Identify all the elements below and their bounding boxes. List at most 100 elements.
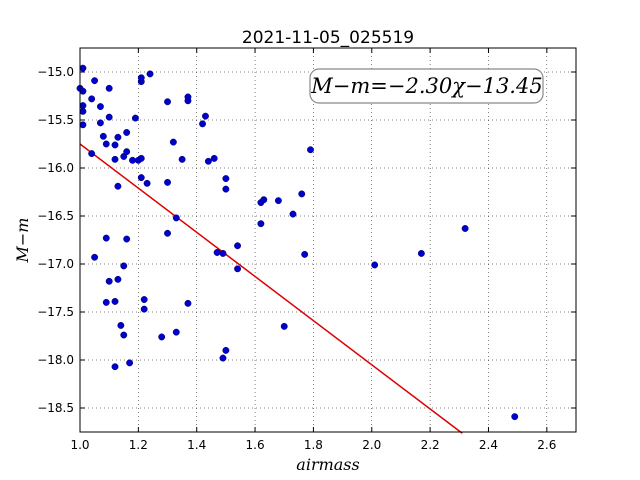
- data-point: [120, 262, 128, 270]
- y-tick-label: −17.5: [37, 305, 74, 319]
- data-point: [158, 333, 166, 341]
- data-point: [137, 154, 145, 162]
- data-point: [511, 413, 519, 421]
- data-point: [117, 321, 125, 329]
- grid: [79, 48, 576, 432]
- data-point: [131, 114, 139, 122]
- data-point: [79, 87, 87, 95]
- data-point: [210, 154, 218, 162]
- data-point: [164, 178, 171, 186]
- x-tick-label: 1.6: [246, 438, 265, 452]
- data-point: [105, 113, 113, 121]
- data-point: [289, 210, 297, 218]
- data-point: [219, 249, 227, 257]
- data-point: [111, 363, 119, 371]
- data-point: [371, 261, 379, 269]
- data-point: [111, 141, 119, 149]
- data-point: [234, 265, 242, 273]
- data-point: [234, 242, 242, 250]
- data-point: [184, 299, 192, 307]
- x-tick-label: 1.0: [70, 438, 89, 452]
- data-point: [129, 156, 136, 164]
- data-point: [164, 229, 171, 237]
- data-point: [79, 64, 87, 72]
- data-point: [219, 354, 227, 362]
- data-point: [105, 277, 113, 285]
- plot-area: [80, 48, 576, 432]
- x-tick-labels: 1.0 1.2 1.4 1.6 1.8 2.0 2.2 2.4 2.6: [70, 438, 556, 452]
- data-point: [91, 253, 99, 261]
- data-point: [140, 305, 148, 313]
- fit-line: [79, 143, 463, 434]
- fit-annotation-box: [309, 68, 544, 104]
- data-point: [140, 296, 148, 303]
- data-point: [91, 77, 99, 85]
- data-point: [120, 331, 128, 339]
- data-point: [102, 234, 110, 242]
- data-point: [137, 174, 145, 182]
- data-point: [202, 112, 209, 120]
- data-point: [172, 214, 180, 222]
- chart-title: 2021-11-05_025519: [242, 28, 414, 48]
- data-point: [260, 196, 268, 204]
- data-point: [88, 95, 96, 103]
- x-tick-label: 2.2: [421, 438, 440, 452]
- x-tick-label: 2.4: [479, 438, 498, 452]
- y-tick-labels: −15.0 −15.5 −16.0 −16.5 −17.0 −17.5 −18.0 −18.5: [37, 65, 74, 415]
- x-tick-label: 1.2: [129, 438, 148, 452]
- data-point: [79, 107, 87, 115]
- data-point: [184, 97, 192, 105]
- data-point: [99, 132, 107, 140]
- data-point: [164, 98, 171, 106]
- y-tick-label: −15.5: [37, 113, 74, 127]
- data-point: [102, 140, 110, 148]
- x-tick-label: 2.6: [537, 438, 556, 452]
- data-point: [222, 346, 230, 354]
- data-point: [123, 148, 131, 156]
- data-point: [79, 102, 87, 110]
- data-point: [114, 133, 122, 141]
- y-axis-label: M−m: [13, 218, 32, 264]
- data-point: [105, 84, 113, 92]
- x-tick-label: 1.8: [304, 438, 323, 452]
- data-point: [96, 103, 104, 111]
- x-tick-label: 2.0: [362, 438, 381, 452]
- data-point: [257, 220, 265, 228]
- data-point: [417, 249, 425, 257]
- data-point: [114, 182, 122, 190]
- data-point: [461, 225, 469, 232]
- data-point: [178, 155, 186, 163]
- axis-ticks: [79, 48, 576, 432]
- data-point: [204, 157, 212, 165]
- y-tick-label: −17.0: [37, 257, 74, 271]
- data-point: [280, 322, 288, 330]
- data-point: [298, 190, 306, 198]
- y-tick-label: −16.0: [37, 161, 74, 175]
- fit-layer: [79, 143, 463, 434]
- data-point: [222, 185, 230, 193]
- data-point: [222, 175, 230, 183]
- y-tick-label: −15.0: [37, 65, 74, 79]
- data-point: [126, 359, 134, 367]
- data-point: [79, 121, 87, 129]
- data-point: [111, 297, 119, 305]
- data-points: [76, 64, 519, 421]
- data-point: [114, 275, 122, 283]
- data-point: [169, 138, 177, 146]
- data-point: [213, 249, 221, 256]
- data-point: [88, 150, 96, 158]
- plot-frame: [79, 47, 577, 433]
- data-point: [172, 328, 180, 336]
- data-point: [274, 197, 282, 205]
- x-axis-label: airmass: [296, 455, 359, 474]
- x-tick-label: 1.4: [187, 438, 206, 452]
- data-point: [111, 155, 119, 163]
- y-tick-label: −18.0: [37, 353, 74, 367]
- data-point: [301, 250, 309, 258]
- data-point: [96, 119, 104, 127]
- data-point: [123, 129, 131, 136]
- data-point: [307, 146, 314, 154]
- data-point: [146, 70, 154, 78]
- y-tick-label: −18.5: [37, 401, 74, 415]
